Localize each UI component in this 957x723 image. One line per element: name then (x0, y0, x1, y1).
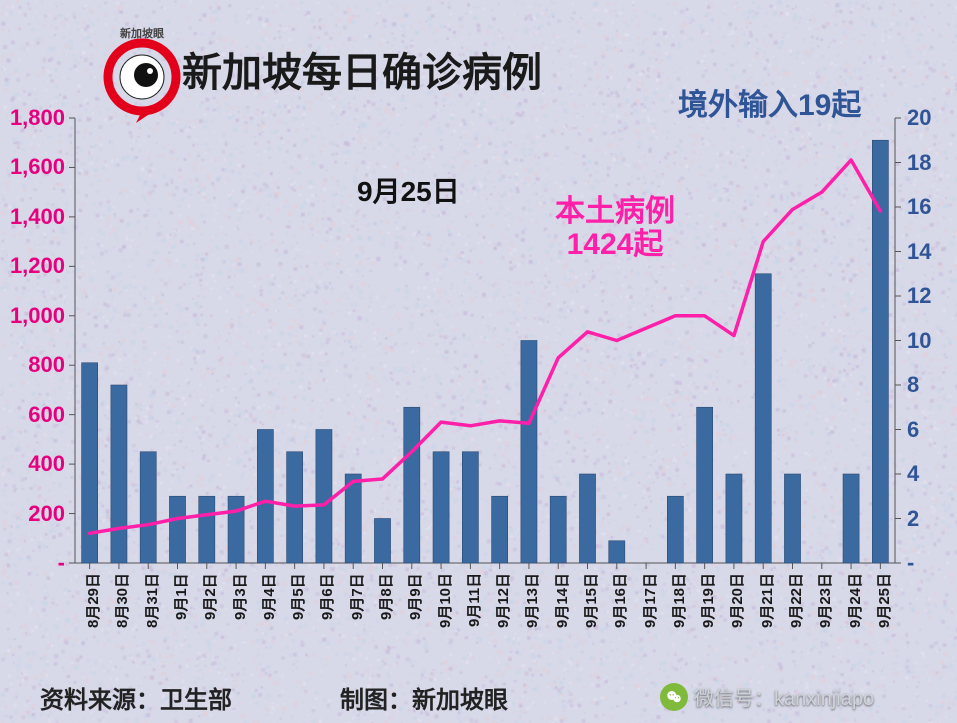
x-axis-tick: 9月4日 (258, 573, 279, 620)
right-axis-tick: 18 (907, 150, 931, 176)
x-axis-tick: 9月9日 (404, 573, 425, 620)
x-axis-tick: 9月14日 (551, 573, 572, 628)
x-axis-tick: 9月15日 (580, 573, 601, 628)
left-axis-tick: 1,400 (10, 204, 65, 230)
right-axis-tick: 14 (907, 239, 931, 265)
right-axis-tick: 2 (907, 506, 919, 532)
x-axis-tick: 9月19日 (697, 573, 718, 628)
x-axis-tick: 9月6日 (316, 573, 337, 620)
right-axis-tick: 10 (907, 328, 931, 354)
x-axis-tick: 9月13日 (521, 573, 542, 628)
right-axis-tick: 8 (907, 372, 919, 398)
x-axis-tick: 9月23日 (814, 573, 835, 628)
x-axis-tick: 9月18日 (668, 573, 689, 628)
right-axis-tick: 16 (907, 194, 931, 220)
chart-card: 新加坡眼 新加坡每日确诊病例 9月25日 境外输入19起 本土病例 1424起 … (0, 0, 957, 723)
left-axis-tick: 1,600 (10, 154, 65, 180)
x-axis-tick: 9月7日 (346, 573, 367, 620)
left-axis-tick: 1,200 (10, 253, 65, 279)
x-axis-tick: 9月17日 (639, 573, 660, 628)
right-axis-tick: 20 (907, 105, 931, 131)
right-axis-tick: 12 (907, 283, 931, 309)
x-axis-tick: 9月11日 (463, 573, 484, 627)
x-axis-tick: 9月3日 (229, 573, 250, 620)
left-axis-tick: 800 (28, 352, 65, 378)
x-axis-tick: 9月21日 (756, 573, 777, 628)
x-axis-tick: 9月10日 (434, 573, 455, 628)
x-axis-tick: 9月12日 (492, 573, 513, 628)
x-axis-tick: 8月30日 (111, 573, 132, 628)
right-axis-tick: 4 (907, 461, 919, 487)
left-axis-tick: 1,800 (10, 105, 65, 131)
right-axis-tick: 6 (907, 417, 919, 443)
left-axis-tick: 600 (28, 402, 65, 428)
x-axis-tick: 9月24日 (844, 573, 865, 628)
x-axis-tick: 9月8日 (375, 573, 396, 620)
x-axis-tick: 8月29日 (82, 573, 103, 628)
x-axis-tick: 9月16日 (609, 573, 630, 628)
x-axis-tick: 9月25日 (873, 573, 894, 628)
left-axis-tick: 1,000 (10, 303, 65, 329)
left-axis-tick: 200 (28, 501, 65, 527)
left-axis-tick: 400 (28, 451, 65, 477)
left-axis-tick: - (58, 550, 65, 576)
x-axis-tick: 9月2日 (199, 573, 220, 620)
right-axis-tick: - (907, 550, 914, 576)
x-axis-tick: 9月22日 (785, 573, 806, 628)
x-axis-tick: 8月31日 (141, 573, 162, 628)
x-axis-tick: 9月5日 (287, 573, 308, 620)
x-axis-tick: 9月20日 (726, 573, 747, 628)
x-axis-tick: 9月1日 (170, 573, 191, 620)
